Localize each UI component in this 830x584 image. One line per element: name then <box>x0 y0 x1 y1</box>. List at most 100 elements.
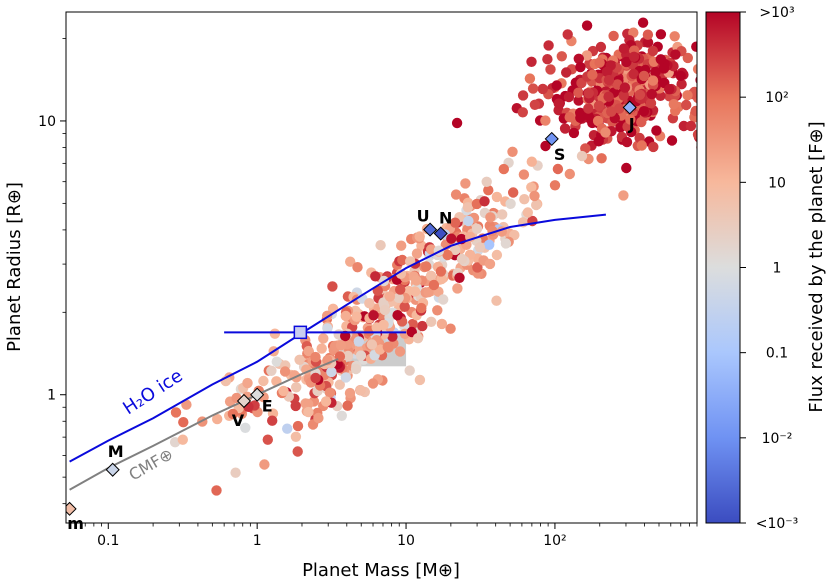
exoplanet-point <box>526 182 537 193</box>
exoplanet-point <box>618 43 630 54</box>
cmf-earth-label: CMF⊕ <box>126 444 177 484</box>
exoplanet-point <box>682 52 693 64</box>
exoplanet-point <box>529 190 540 202</box>
exoplanet-point <box>282 423 293 434</box>
exoplanet-point <box>529 99 541 111</box>
exoplanet-point <box>370 271 381 282</box>
colorbar-tick-label: >10³ <box>759 5 794 21</box>
exoplanet-point <box>310 372 321 384</box>
exoplanet-point <box>517 90 529 101</box>
exoplanet-point <box>603 91 614 102</box>
planet-label-M: M <box>108 442 124 461</box>
exoplanet-point <box>290 431 302 442</box>
exoplanet-point <box>303 406 314 418</box>
exoplanet-point <box>463 215 474 227</box>
exoplanet-point <box>483 185 494 196</box>
exoplanet-point <box>446 233 457 244</box>
exoplanet-point <box>559 123 571 134</box>
exoplanet-point <box>655 29 667 40</box>
exoplanet-point <box>292 420 304 432</box>
exoplanet-point <box>382 341 393 353</box>
exoplanet-point <box>394 346 406 357</box>
exoplanet-point <box>395 268 407 279</box>
exoplanet-point <box>290 400 301 412</box>
exoplanet-point <box>527 83 539 94</box>
exoplanet-point <box>258 375 269 387</box>
planet-label-V: V <box>232 411 245 430</box>
exoplanet-point <box>303 345 314 357</box>
planet-marker-M <box>105 462 120 477</box>
exoplanet-point <box>230 467 241 478</box>
exoplanet-point <box>416 302 427 314</box>
exoplanet-point <box>411 248 423 259</box>
solar-system-planets <box>66 100 637 516</box>
exoplanet-point <box>553 98 564 109</box>
exoplanet-point <box>423 287 434 298</box>
exoplanet-point <box>696 144 697 151</box>
exoplanet-point <box>549 180 561 191</box>
exoplanet-point <box>454 272 465 283</box>
exoplanet-point <box>324 387 336 398</box>
exoplanet-point <box>336 410 347 421</box>
exoplanet-point <box>484 258 496 270</box>
exoplanet-point <box>353 336 364 347</box>
exoplanet-point <box>485 212 496 223</box>
y-axis-title: Planet Radius [R⊕] <box>4 182 25 352</box>
planet-label-E: E <box>262 397 273 416</box>
x-tick-label: 10 <box>397 533 415 549</box>
planet-label-J: J <box>628 115 635 134</box>
exoplanet-point <box>177 434 188 445</box>
exoplanet-point <box>655 54 666 65</box>
exoplanet-point <box>540 115 551 126</box>
exoplanet-point <box>634 89 646 101</box>
exoplanet-point <box>636 116 647 128</box>
exoplanet-point <box>335 340 347 351</box>
exoplanet-point <box>414 374 426 386</box>
exoplanet-point <box>334 379 345 390</box>
exoplanet-point <box>552 163 564 175</box>
exoplanet-point <box>638 106 650 117</box>
exoplanet-point <box>568 127 580 139</box>
exoplanet-point <box>452 283 463 294</box>
exoplanet-point <box>472 262 483 273</box>
exoplanet-point <box>291 382 302 393</box>
exoplanet-point <box>351 311 362 322</box>
exoplanet-point <box>368 310 379 321</box>
exoplanet-point <box>481 176 492 187</box>
exoplanet-point <box>691 41 697 52</box>
exoplanet-point <box>212 413 223 425</box>
exoplanet-point <box>355 385 366 396</box>
exoplanet-point <box>497 209 508 220</box>
x-tick-label: 0.1 <box>97 533 119 549</box>
exoplanet-point <box>692 64 697 75</box>
exoplanet-point <box>524 73 536 84</box>
exoplanet-point <box>526 56 537 67</box>
exoplanet-point <box>618 190 629 201</box>
exoplanet-point <box>378 319 389 330</box>
exoplanet-point <box>375 240 386 251</box>
planet-marker-J <box>622 100 637 115</box>
exoplanet-point <box>411 275 422 286</box>
exoplanet-point <box>542 54 553 65</box>
exoplanet-point <box>417 320 428 332</box>
colorbar-title: Flux received by the planet [F⊕] <box>806 121 827 412</box>
exoplanet-point <box>647 45 659 57</box>
exoplanet-point <box>409 286 421 297</box>
exoplanet-point <box>450 217 461 228</box>
exoplanet-point <box>426 316 437 327</box>
exoplanet-point <box>450 189 462 200</box>
exoplanet-point <box>519 194 530 205</box>
exoplanet-point <box>227 408 239 420</box>
exoplanet-point <box>664 84 675 95</box>
planet-label-U: U <box>417 207 430 226</box>
planet-label-N: N <box>439 209 452 228</box>
exoplanet-point <box>675 70 686 82</box>
exoplanet-point <box>474 242 486 253</box>
exoplanet-point <box>537 83 548 95</box>
exoplanet-point <box>637 17 649 28</box>
exoplanet-point <box>682 90 693 101</box>
exoplanet-point <box>628 51 640 62</box>
exoplanet-point <box>340 372 352 383</box>
exoplanet-point <box>491 249 503 261</box>
